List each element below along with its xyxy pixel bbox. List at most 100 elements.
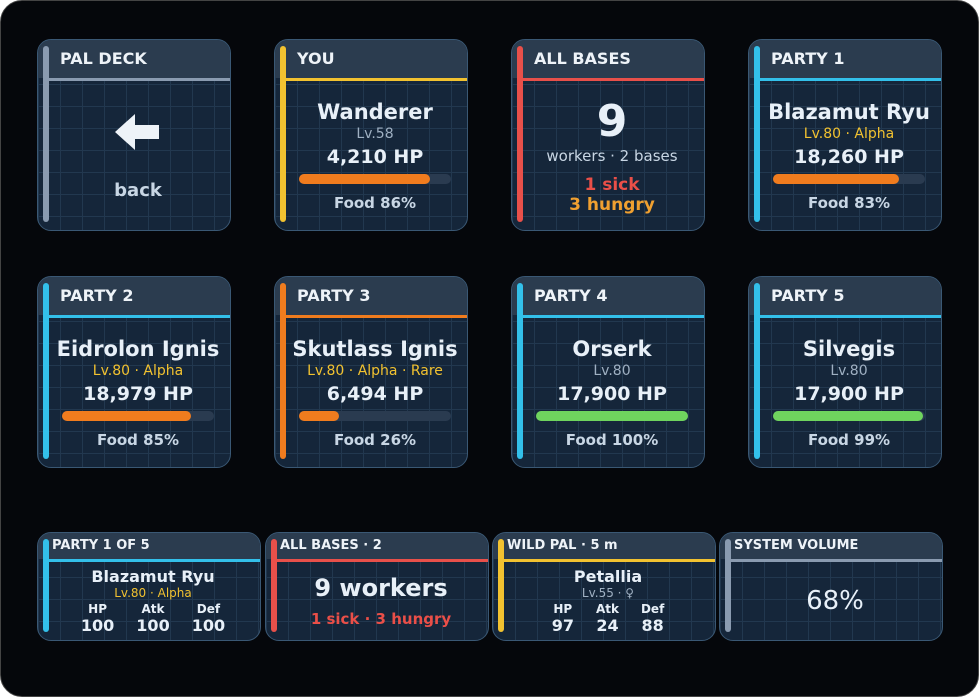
hp-value: 4,210 HP <box>326 145 424 168</box>
pal-name: Orserk <box>572 336 652 361</box>
food-bar-track <box>536 410 688 421</box>
stat-label: Atk <box>141 602 165 616</box>
pal-name: Skutlass Ignis <box>292 336 458 361</box>
accent-bar <box>754 283 760 459</box>
food-bar-track <box>773 173 925 184</box>
header-underline <box>48 559 260 562</box>
hp-value: 17,900 HP <box>794 382 904 405</box>
food-text: Food 26% <box>333 430 417 449</box>
header-underline <box>276 559 488 562</box>
stats-row: HP 100 Atk 100 Def 100 <box>81 602 225 635</box>
stat: Atk 24 <box>596 602 619 635</box>
accent-bar <box>280 283 286 459</box>
stat: Def 100 <box>192 602 225 635</box>
pal-name: Blazamut Ryu <box>91 567 215 586</box>
accent-bar <box>725 539 731 632</box>
key-header: WILD PAL · 5 m <box>493 533 715 559</box>
stat-label: HP <box>88 602 108 616</box>
food-bar-fill <box>773 173 900 184</box>
back-arrow-icon <box>115 114 159 150</box>
stat: Def 88 <box>641 602 664 635</box>
deck-key[interactable]: SYSTEM VOLUME 68% <box>719 532 943 641</box>
stat-value: 100 <box>80 616 115 635</box>
hp-value: 17,900 HP <box>557 382 667 405</box>
key-header: YOU <box>275 40 467 78</box>
key-body: Blazamut Ryu Lv.80 · Alpha HP 100 Atk 100 Def 1… <box>50 562 256 640</box>
deck-key[interactable]: PARTY 2 Eidrolon Ignis Lv.80 · Alpha 18,979… <box>37 276 231 468</box>
food-bar-track <box>62 410 214 421</box>
food-text: Food 86% <box>333 193 417 212</box>
pal-level: Lv.80 <box>830 362 868 379</box>
pal-level: Lv.55 · ♀ <box>581 586 635 600</box>
pal-level: Lv.80 <box>593 362 631 379</box>
pal-level: Lv.80 · Alpha <box>114 586 192 600</box>
accent-bar <box>517 283 523 459</box>
hp-value: 18,260 HP <box>794 145 904 168</box>
deck-key[interactable]: PARTY 3 Skutlass Ignis Lv.80 · Alpha · Rar… <box>274 276 468 468</box>
deck-key[interactable]: WILD PAL · 5 m Petallia Lv.55 · ♀ HP 97 Atk 24… <box>492 532 716 641</box>
stat: Atk 100 <box>136 602 169 635</box>
stat-label: HP <box>553 602 573 616</box>
deck-key[interactable]: ALL BASES 9 workers · 2 bases 1 sick 3 hungr… <box>511 39 705 231</box>
accent-bar <box>280 46 286 222</box>
deck-key[interactable]: PARTY 1 Blazamut Ryu Lv.80 · Alpha 18,260 H… <box>748 39 942 231</box>
header-underline <box>759 315 941 318</box>
food-text: Food 99% <box>807 430 891 449</box>
stat-value: 97 <box>551 616 574 635</box>
stat: HP 97 <box>552 602 574 635</box>
key-body: Eidrolon Ignis Lv.80 · Alpha 18,979 HP Food… <box>50 318 226 467</box>
deck-key[interactable]: PAL DECK back <box>37 39 231 231</box>
big-value: 9 <box>596 96 628 147</box>
caption: workers · 2 bases <box>546 147 678 165</box>
warn-text: 3 hungry <box>569 195 655 215</box>
key-header: PAL DECK <box>38 40 230 78</box>
header-underline <box>522 315 704 318</box>
food-bar-fill <box>536 410 688 421</box>
food-bar-fill <box>773 410 924 421</box>
food-text: Food 85% <box>96 430 180 449</box>
hp-value: 6,494 HP <box>326 382 424 405</box>
key-body: Silvegis Lv.80 17,900 HP Food 99% <box>761 318 937 467</box>
stat: HP 100 <box>81 602 114 635</box>
pal-name: Eidrolon Ignis <box>56 336 220 361</box>
key-body: 9 workers · 2 bases 1 sick 3 hungry <box>524 81 700 230</box>
deck-key[interactable]: PARTY 1 OF 5 Blazamut Ryu Lv.80 · Alpha HP 1… <box>37 532 261 641</box>
key-body: Skutlass Ignis Lv.80 · Alpha · Rare 6,494 … <box>287 318 463 467</box>
deck-key[interactable]: PARTY 5 Silvegis Lv.80 17,900 HP Food 99% <box>748 276 942 468</box>
accent-bar <box>754 46 760 222</box>
header-underline <box>48 315 230 318</box>
key-header: ALL BASES <box>512 40 704 78</box>
deck-key[interactable]: YOU Wanderer Lv.58 4,210 HP Food 86% <box>274 39 468 231</box>
back-label: back <box>114 180 162 201</box>
header-underline <box>730 559 942 562</box>
alert-text: 1 sick · 3 hungry <box>310 610 452 628</box>
pal-name: Silvegis <box>802 336 896 361</box>
accent-bar <box>517 46 523 222</box>
key-body: 68% <box>732 562 938 640</box>
food-bar-track <box>299 410 451 421</box>
big-value: 68% <box>806 586 864 616</box>
accent-bar <box>43 46 49 222</box>
key-body: Blazamut Ryu Lv.80 · Alpha 18,260 HP Food 8… <box>761 81 937 230</box>
alert-text: 1 sick <box>584 175 640 195</box>
key-header: ALL BASES · 2 <box>266 533 488 559</box>
stat-value: 100 <box>136 616 170 635</box>
food-bar-fill <box>299 410 339 421</box>
accent-bar <box>271 539 277 632</box>
stat-value: 88 <box>641 616 664 635</box>
food-bar-track <box>773 410 925 421</box>
pal-level: Lv.58 <box>356 125 394 142</box>
stat-value: 24 <box>596 616 619 635</box>
key-body: Wanderer Lv.58 4,210 HP Food 86% <box>287 81 463 230</box>
food-text: Food 100% <box>565 430 659 449</box>
pal-name: Wanderer <box>317 99 433 124</box>
pal-name: Blazamut Ryu <box>768 99 930 124</box>
key-header: PARTY 5 <box>749 277 941 315</box>
deck-key[interactable]: ALL BASES · 2 9 workers 1 sick · 3 hungry <box>265 532 489 641</box>
key-body: 9 workers 1 sick · 3 hungry <box>278 562 484 640</box>
deck-key[interactable]: PARTY 4 Orserk Lv.80 17,900 HP Food 100% <box>511 276 705 468</box>
accent-bar <box>43 283 49 459</box>
food-bar-fill <box>299 173 430 184</box>
key-header: SYSTEM VOLUME <box>720 533 942 559</box>
